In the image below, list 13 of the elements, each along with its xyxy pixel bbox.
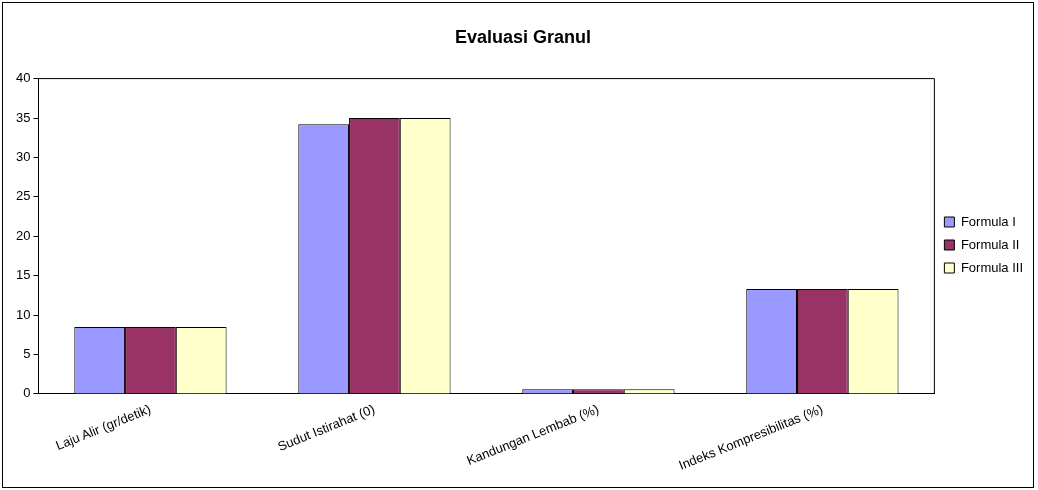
- y-tick-label: 30: [15, 149, 31, 164]
- y-tick-label: 25: [15, 188, 31, 204]
- legend-label: Formula I: [960, 213, 1016, 229]
- y-tick-label: 20: [15, 227, 31, 243]
- y-tick-label: 15: [15, 267, 31, 283]
- y-tick-label: 40: [15, 70, 31, 86]
- y-tick-label: 35: [15, 109, 31, 125]
- legend-label: Formula II: [960, 236, 1020, 252]
- y-tick-label: 0: [23, 385, 31, 401]
- y-tick-label: 5: [23, 346, 31, 362]
- chart-title: Evaluasi Granul: [454, 26, 592, 47]
- y-tick-label: 10: [15, 306, 31, 322]
- legend-label: Formula III: [960, 259, 1023, 275]
